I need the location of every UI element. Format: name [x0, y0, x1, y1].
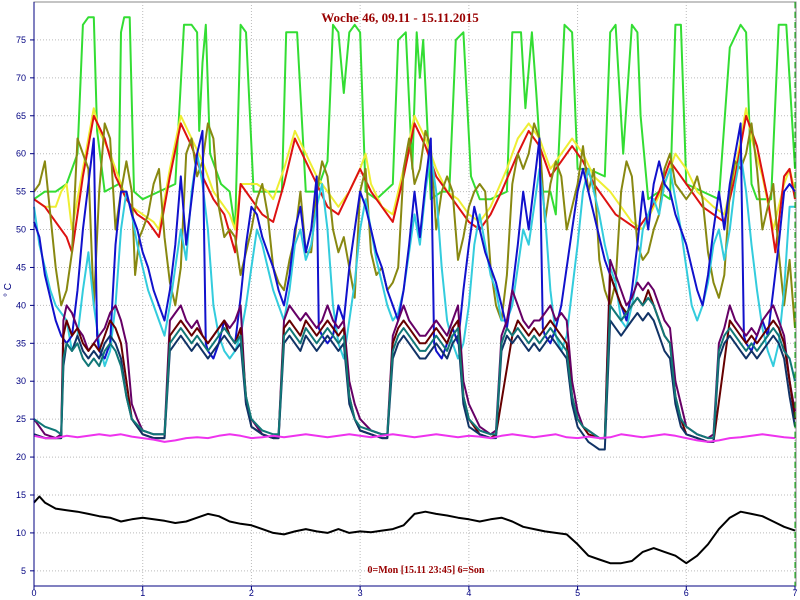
y-tick-label-5: 5: [21, 566, 26, 576]
x-tick-label-3: 3: [358, 588, 363, 598]
series-line-1: [33, 16, 796, 231]
x-tick-label-5: 5: [575, 588, 580, 598]
x-tick-label-1: 1: [140, 588, 145, 598]
y-tick-label-70: 70: [16, 73, 26, 83]
y-tick-label-40: 40: [16, 300, 26, 310]
y-tick-label-10: 10: [16, 528, 26, 538]
y-tick-label-15: 15: [16, 490, 26, 500]
chart-subtitle: 0=Mon [15.11 23:45] 6=Son: [368, 565, 485, 576]
axes: [30, 2, 796, 590]
series-line-12: [33, 495, 796, 565]
series-line-5: [33, 152, 795, 368]
y-tick-label-75: 75: [16, 35, 26, 45]
y-tick-label-25: 25: [16, 414, 26, 424]
y-tick-labels: 5 10 15 20 25 30 35 40 45 50 55 60 65 70 75: [16, 35, 26, 576]
series-lines: [33, 16, 796, 565]
y-tick-label-20: 20: [16, 452, 26, 462]
grid-lines: [33, 2, 796, 586]
y-tick-label-50: 50: [16, 225, 26, 235]
x-tick-label-0: 0: [31, 588, 36, 598]
series-line-10: [33, 296, 796, 440]
x-tick-label-6: 6: [684, 588, 689, 598]
y-tick-label-35: 35: [16, 338, 26, 348]
chart-title: Woche 46, 09.11 - 15.11.2015: [321, 10, 479, 25]
y-tick-label-45: 45: [16, 262, 26, 272]
series-line-4: [33, 122, 796, 329]
x-tick-label-2: 2: [249, 588, 254, 598]
y-tick-label-55: 55: [16, 187, 26, 197]
series-line-11: [33, 433, 796, 443]
y-tick-label-30: 30: [16, 376, 26, 386]
x-tick-label-7: 7: [792, 588, 797, 598]
series-line-9: [33, 312, 796, 451]
y-tick-label-60: 60: [16, 149, 26, 159]
x-tick-labels: 0 1 2 3 4 5 6 7: [31, 588, 797, 598]
y-tick-label-65: 65: [16, 111, 26, 121]
y-axis-label: ° C: [3, 283, 14, 297]
series-line-6: [33, 122, 796, 360]
series-line-3: [33, 114, 796, 254]
x-tick-label-4: 4: [466, 588, 471, 598]
